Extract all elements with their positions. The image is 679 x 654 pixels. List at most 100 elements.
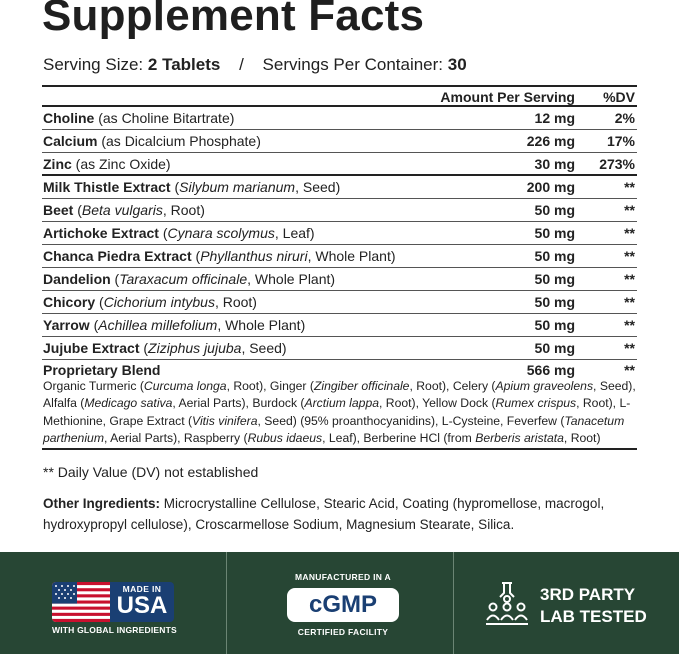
ingredient-paren: ( (89, 317, 99, 333)
table-row: Artichoke Extract (Cynara scolymus, Leaf… (42, 222, 637, 245)
lab-test-icon (486, 582, 528, 625)
ingredient-dv: 17% (606, 133, 635, 149)
blend-text: , Root), L-Methionine, Grape Extract ( (43, 396, 631, 428)
daily-value-footnote: ** Daily Value (DV) not established (43, 464, 259, 480)
ingredient-name: Milk Thistle Extract (Silybum marianum, … (43, 179, 340, 195)
ingredient-latin-name: Cichorium intybus (103, 294, 215, 310)
blend-latin-name: Tanacetum parthenium (43, 413, 625, 445)
ingredient-name: Zinc (as Zinc Oxide) (43, 156, 171, 172)
blend-latin-name: Apium graveolens (495, 379, 594, 393)
usa-badge-body: MADE IN USA (52, 582, 174, 622)
table-row: Chicory (Cichorium intybus, Root) 50 mg … (42, 291, 637, 314)
lab-tested-label: 3RD PARTY LAB TESTED (540, 584, 647, 628)
ingredient-latin-name: Ziziphus jujuba (148, 340, 242, 356)
ingredient-part: , Whole Plant) (307, 248, 396, 264)
servings-per-container-value: 30 (447, 55, 467, 74)
serving-separator: / (239, 55, 244, 74)
ingredient-amount: 226 mg (526, 133, 575, 149)
ingredient-source: (as Dicalcium Phosphate) (97, 133, 261, 149)
made-in-label: MADE IN (122, 584, 162, 594)
supplement-facts-table: Amount Per Serving %DV Choline (as Choli… (42, 85, 637, 451)
blend-text: , Aerial Parts), Burdock ( (172, 396, 305, 411)
ingredient-dv: ** (624, 317, 635, 333)
blend-latin-name: Berberis aristata (475, 430, 564, 445)
ingredient-paren: ( (95, 294, 104, 310)
ingredient-part: , Seed) (241, 340, 287, 356)
ingredient-name: Chanca Piedra Extract (Phyllanthus nirur… (43, 248, 396, 264)
ingredient-dv: ** (624, 271, 635, 287)
ingredient-amount: 200 mg (526, 179, 575, 195)
proprietary-blend-row: Proprietary Blend 566 mg ** (42, 360, 637, 378)
ingredient-latin-name: Taraxacum officinale (119, 271, 248, 287)
table-row: Chanca Piedra Extract (Phyllanthus nirur… (42, 245, 637, 268)
ingredient-dv: ** (624, 340, 635, 356)
ingredient-source: (as Zinc Oxide) (71, 156, 171, 172)
ingredient-amount: 50 mg (534, 317, 575, 333)
ingredient-bold-name: Zinc (43, 156, 72, 172)
ingredient-amount: 50 mg (534, 271, 575, 287)
blend-name: Proprietary Blend (43, 362, 161, 378)
ingredient-name: Beet (Beta vulgaris, Root) (43, 202, 205, 218)
cgmp-mark: cGMP (287, 588, 399, 622)
ingredient-name: Choline (as Choline Bitartrate) (43, 110, 234, 126)
ingredient-bold-name: Yarrow (43, 317, 90, 333)
cgmp-bottom-label: CERTIFIED FACILITY (297, 627, 389, 637)
ingredient-dv: ** (624, 248, 635, 264)
ingredient-dv: 2% (614, 110, 635, 126)
table-row: Yarrow (Achillea millefolium, Whole Plan… (42, 314, 637, 337)
ingredient-dv: ** (624, 202, 635, 218)
banner-divider (226, 552, 227, 654)
ingredient-dv: ** (624, 179, 635, 195)
ingredient-bold-name: Beet (43, 202, 74, 218)
blend-text: , Seed) (95% proanthocyanidins), L-Cyste… (257, 413, 565, 428)
global-ingredients-label: WITH GLOBAL INGREDIENTS (52, 625, 177, 635)
serving-info: Serving Size: 2 Tablets / Servings Per C… (43, 55, 467, 75)
lab-line-1: 3RD PARTY (540, 585, 636, 604)
ingredient-latin-name: Silybum marianum (179, 179, 296, 195)
table-row: Choline (as Choline Bitartrate) 12 mg 2% (42, 107, 637, 130)
ingredient-amount: 50 mg (534, 340, 575, 356)
ingredient-name: Yarrow (Achillea millefolium, Whole Plan… (43, 317, 305, 333)
ingredient-latin-name: Cynara scolymus (167, 225, 275, 241)
ingredient-part: , Whole Plant) (247, 271, 336, 287)
blend-latin-name: Zingiber officinale (313, 379, 410, 393)
ingredient-bold-name: Dandelion (43, 271, 111, 287)
ingredient-amount: 30 mg (534, 156, 575, 172)
blend-ingredient-list: Organic Turmeric (Curcuma longa, Root), … (42, 378, 637, 451)
table-header: Amount Per Serving %DV (42, 85, 637, 107)
ingredient-paren: ( (170, 179, 180, 195)
ingredient-amount: 50 mg (534, 225, 575, 241)
ingredient-amount: 50 mg (534, 202, 575, 218)
ingredient-bold-name: Chicory (43, 294, 96, 310)
ingredient-amount: 50 mg (534, 248, 575, 264)
table-row: Zinc (as Zinc Oxide) 30 mg 273% (42, 153, 637, 176)
banner-divider (453, 552, 454, 654)
ingredient-part: , Root) (214, 294, 257, 310)
table-row: Milk Thistle Extract (Silybum marianum, … (42, 176, 637, 199)
ingredient-bold-name: Milk Thistle Extract (43, 179, 171, 195)
table-row: Jujube Extract (Ziziphus jujuba, Seed) 5… (42, 337, 637, 360)
ingredient-latin-name: Phyllanthus niruri (200, 248, 308, 264)
ingredient-paren: ( (110, 271, 120, 287)
blend-latin-name: Vitis vinifera (192, 413, 258, 428)
ingredient-paren: ( (191, 248, 201, 264)
ingredient-paren: ( (139, 340, 149, 356)
blend-text: Organic Turmeric ( (43, 379, 144, 393)
ingredient-latin-name: Achillea millefolium (98, 317, 218, 333)
ingredient-part: , Seed) (295, 179, 341, 195)
blend-text: , Root), Ginger ( (226, 379, 314, 393)
ingredient-name: Artichoke Extract (Cynara scolymus, Leaf… (43, 225, 315, 241)
header-daily-value: %DV (603, 89, 635, 105)
lab-line-2: LAB TESTED (540, 607, 647, 626)
ingredient-dv: 273% (599, 156, 635, 172)
usa-badge-text: MADE IN USA (110, 582, 174, 622)
ingredient-name: Chicory (Cichorium intybus, Root) (43, 294, 257, 310)
blend-latin-name: Rubus idaeus (247, 430, 323, 445)
made-in-usa-badge: MADE IN USA WITH GLOBAL INGREDIENTS (52, 582, 177, 635)
other-ingredients-text: Microcrystalline Cellulose, Stearic Acid… (43, 496, 605, 532)
ingredient-paren: ( (158, 225, 168, 241)
ingredient-amount: 12 mg (534, 110, 575, 126)
ingredient-name: Jujube Extract (Ziziphus jujuba, Seed) (43, 340, 287, 356)
ingredient-name: Dandelion (Taraxacum officinale, Whole P… (43, 271, 335, 287)
serving-size-value: 2 Tablets (147, 55, 221, 74)
